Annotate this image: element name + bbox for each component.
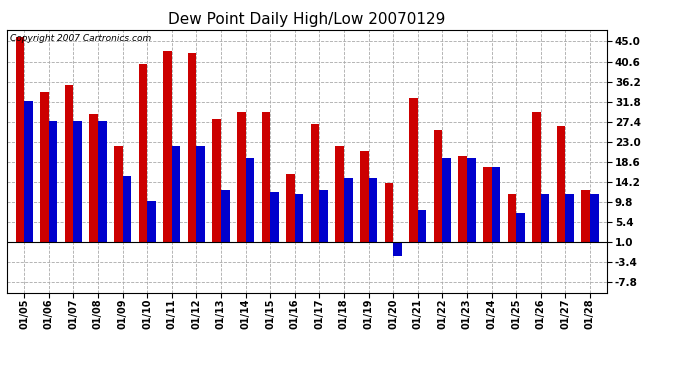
Bar	[491, 167, 500, 242]
Bar	[123, 176, 131, 242]
Bar	[344, 178, 353, 242]
Bar	[163, 51, 172, 242]
Bar	[24, 101, 32, 242]
Bar	[286, 174, 295, 242]
Bar	[221, 190, 230, 242]
Bar	[393, 242, 402, 256]
Bar	[557, 126, 565, 242]
Bar	[213, 119, 221, 242]
Bar	[368, 178, 377, 242]
Bar	[319, 190, 328, 242]
Text: Copyright 2007 Cartronics.com: Copyright 2007 Cartronics.com	[10, 34, 151, 43]
Bar	[335, 146, 344, 242]
Bar	[310, 124, 319, 242]
Bar	[458, 156, 467, 242]
Bar	[541, 194, 549, 242]
Bar	[262, 112, 270, 242]
Bar	[98, 121, 106, 242]
Title: Dew Point Daily High/Low 20070129: Dew Point Daily High/Low 20070129	[168, 12, 446, 27]
Bar	[582, 190, 590, 242]
Bar	[417, 210, 426, 242]
Bar	[188, 53, 197, 242]
Bar	[172, 146, 180, 242]
Bar	[246, 158, 254, 242]
Bar	[384, 183, 393, 242]
Bar	[434, 130, 442, 242]
Bar	[147, 201, 156, 242]
Bar	[565, 194, 574, 242]
Bar	[89, 114, 98, 242]
Bar	[590, 194, 599, 242]
Bar	[114, 146, 123, 242]
Bar	[40, 92, 49, 242]
Bar	[508, 194, 516, 242]
Bar	[197, 146, 205, 242]
Bar	[467, 158, 475, 242]
Bar	[237, 112, 246, 242]
Bar	[49, 121, 57, 242]
Bar	[516, 213, 525, 242]
Bar	[15, 37, 24, 242]
Bar	[442, 158, 451, 242]
Bar	[270, 192, 279, 242]
Bar	[65, 85, 73, 242]
Bar	[295, 194, 304, 242]
Bar	[483, 167, 491, 242]
Bar	[532, 112, 541, 242]
Bar	[409, 99, 417, 242]
Bar	[139, 64, 147, 242]
Bar	[360, 151, 368, 242]
Bar	[73, 121, 82, 242]
